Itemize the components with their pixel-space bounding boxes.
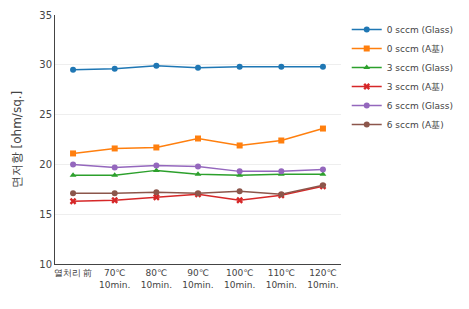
svg-text:열처리 前: 열처리 前 (54, 268, 93, 278)
svg-text:3 sccm (A基): 3 sccm (A基) (387, 82, 444, 92)
svg-text:15: 15 (39, 209, 52, 220)
svg-text:6 sccm (A基): 6 sccm (A基) (387, 120, 444, 130)
svg-text:면저항 [ohm/sq.]: 면저항 [ohm/sq.] (10, 91, 24, 189)
svg-text:10: 10 (39, 259, 52, 270)
svg-text:20: 20 (39, 159, 52, 170)
svg-text:25: 25 (39, 109, 52, 120)
svg-text:110℃10min.: 110℃10min. (266, 268, 297, 290)
svg-text:100℃10min.: 100℃10min. (224, 268, 255, 290)
svg-text:80℃10min.: 80℃10min. (141, 268, 172, 290)
svg-text:0 sccm (Glass): 0 sccm (Glass) (387, 25, 453, 35)
svg-text:0 sccm (A基): 0 sccm (A基) (387, 44, 444, 54)
svg-text:35: 35 (39, 10, 52, 21)
svg-text:90℃10min.: 90℃10min. (182, 268, 213, 290)
svg-text:70℃10min.: 70℃10min. (99, 268, 130, 290)
svg-text:120℃10min.: 120℃10min. (307, 268, 338, 290)
svg-text:30: 30 (39, 59, 52, 70)
svg-text:3 sccm (Glass): 3 sccm (Glass) (387, 63, 453, 73)
svg-text:6 sccm (Glass): 6 sccm (Glass) (387, 101, 453, 111)
